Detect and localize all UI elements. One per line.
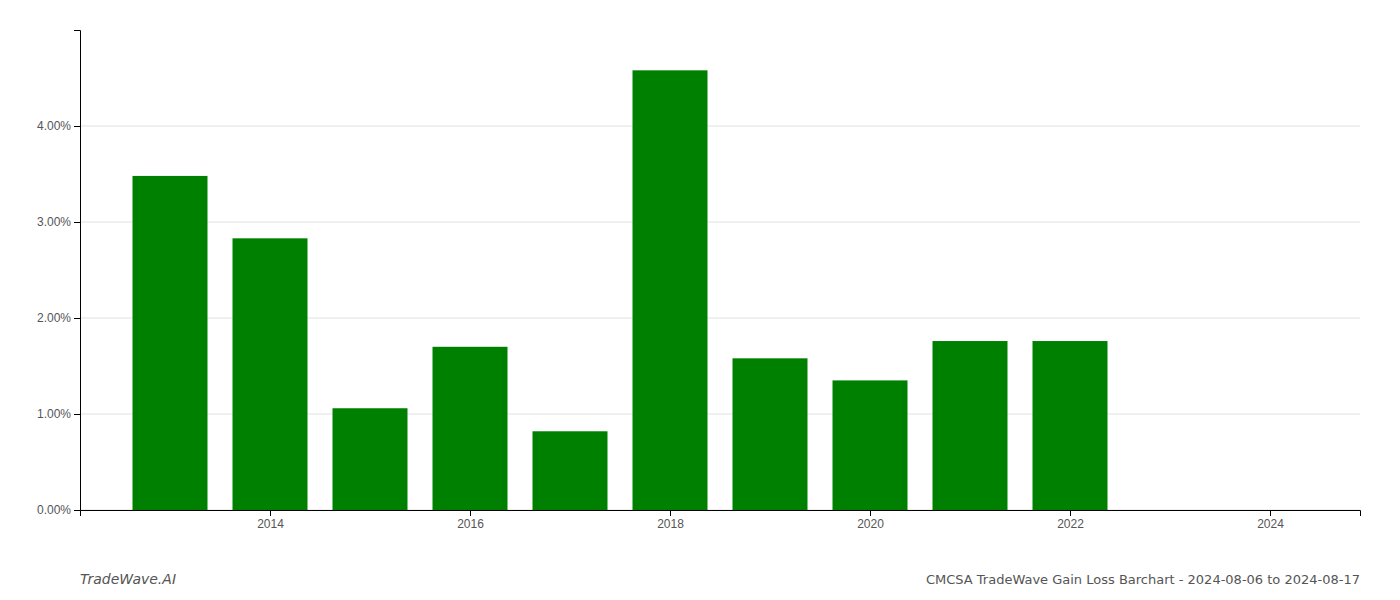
x-tick-label: 2022 bbox=[1057, 517, 1084, 531]
y-tick-label: 2.00% bbox=[37, 311, 71, 325]
y-tick: 2.00% bbox=[37, 311, 80, 325]
footer-right: CMCSA TradeWave Gain Loss Barchart - 202… bbox=[926, 572, 1360, 587]
bar bbox=[933, 341, 1008, 510]
x-axis-line bbox=[81, 511, 1361, 517]
x-tick: 2024 bbox=[1257, 510, 1284, 531]
y-tick-label: 1.00% bbox=[37, 407, 71, 421]
y-tick-mark bbox=[74, 222, 80, 223]
x-tick-mark bbox=[470, 510, 471, 516]
y-axis: 0.00% 1.00% 2.00% 3.00% 4.00% bbox=[37, 31, 81, 518]
grid-line bbox=[80, 222, 1360, 223]
bar bbox=[233, 238, 308, 510]
y-tick: 0.00% bbox=[37, 503, 80, 517]
grid-line bbox=[80, 126, 1360, 127]
bar bbox=[133, 176, 208, 510]
x-tick-label: 2018 bbox=[657, 517, 684, 531]
plot-area: 2014 2016 2018 2020 2022 2024 0.00% 1.00% 2.00% 3… bbox=[37, 31, 1361, 531]
y-axis-line bbox=[74, 31, 81, 511]
x-tick: 2018 bbox=[657, 510, 684, 531]
y-tick-mark bbox=[74, 318, 80, 319]
bar bbox=[733, 358, 808, 510]
y-tick-label: 3.00% bbox=[37, 215, 71, 229]
footer-left: TradeWave.AI bbox=[80, 571, 176, 587]
y-tick: 3.00% bbox=[37, 215, 80, 229]
y-tick-mark bbox=[74, 414, 80, 415]
x-tick: 2016 bbox=[457, 510, 484, 531]
x-axis: 2014 2016 2018 2020 2022 2024 bbox=[81, 510, 1361, 531]
x-tick-label: 2014 bbox=[257, 517, 284, 531]
bar bbox=[533, 431, 608, 510]
x-tick-mark bbox=[870, 510, 871, 516]
x-tick: 2022 bbox=[1057, 510, 1084, 531]
y-tick-mark bbox=[74, 126, 80, 127]
grid bbox=[80, 126, 1360, 510]
y-tick-label: 0.00% bbox=[37, 503, 71, 517]
x-tick-mark bbox=[1270, 510, 1271, 516]
bar bbox=[433, 347, 508, 510]
x-tick: 2014 bbox=[257, 510, 284, 531]
x-tick-label: 2024 bbox=[1257, 517, 1284, 531]
x-tick-label: 2016 bbox=[457, 517, 484, 531]
x-tick-label: 2020 bbox=[857, 517, 884, 531]
y-tick: 4.00% bbox=[37, 119, 80, 133]
bar bbox=[633, 70, 708, 510]
x-tick-mark bbox=[270, 510, 271, 516]
x-tick: 2020 bbox=[857, 510, 884, 531]
chart: 2014 2016 2018 2020 2022 2024 0.00% 1.00% 2.00% 3… bbox=[0, 0, 1400, 600]
bar bbox=[333, 408, 408, 510]
y-tick-mark bbox=[74, 510, 80, 511]
x-tick-mark bbox=[1070, 510, 1071, 516]
y-tick: 1.00% bbox=[37, 407, 80, 421]
bars bbox=[133, 70, 1108, 510]
y-tick-label: 4.00% bbox=[37, 119, 71, 133]
x-tick-mark bbox=[670, 510, 671, 516]
bar bbox=[1033, 341, 1108, 510]
bar bbox=[1133, 510, 1208, 511]
bar bbox=[833, 380, 908, 510]
